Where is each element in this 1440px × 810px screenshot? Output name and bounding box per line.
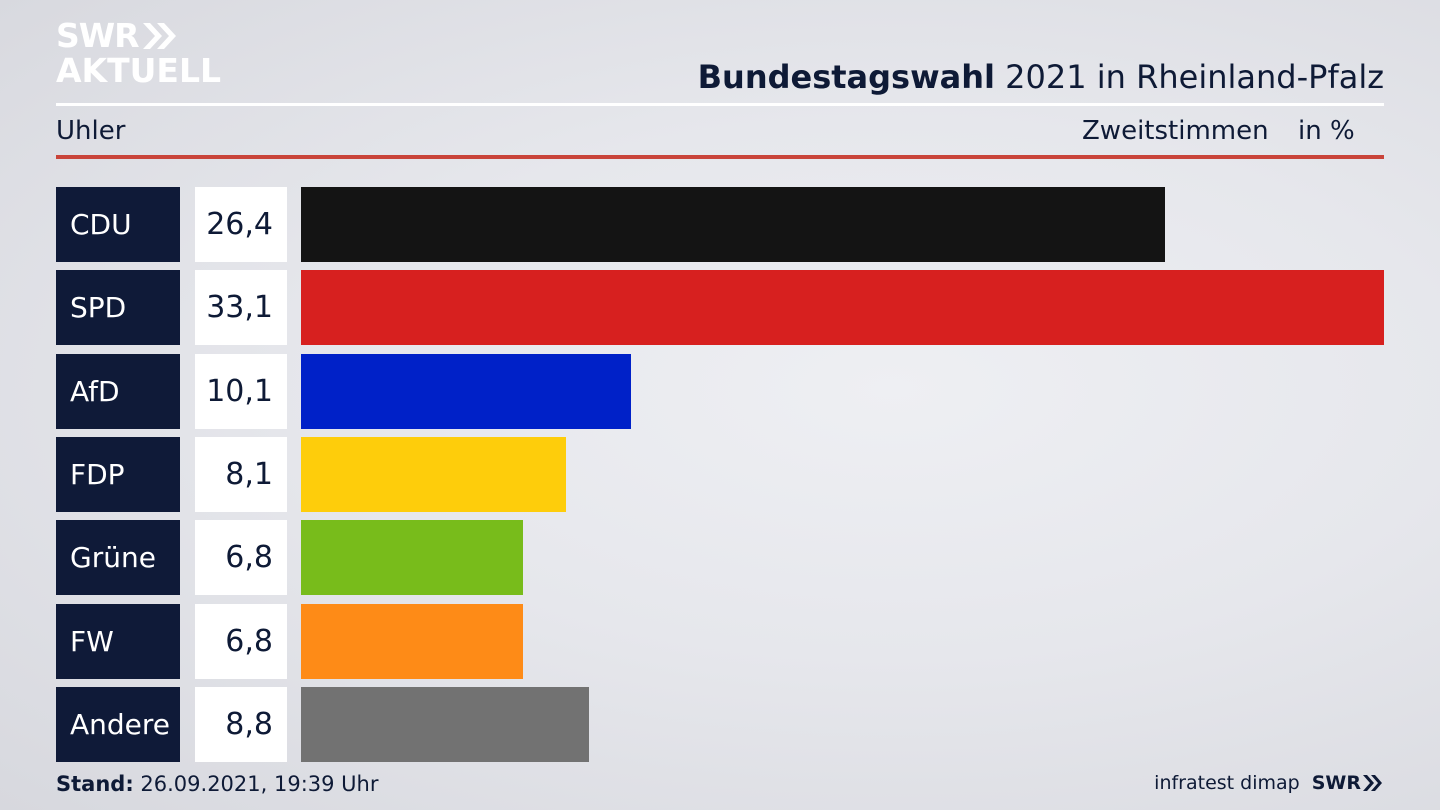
chart-title-rest: 2021 in Rheinland-Pfalz (995, 58, 1384, 96)
bar (301, 354, 631, 429)
bar-row: SPD 33,1 (56, 270, 1384, 345)
bar (301, 270, 1384, 345)
bar-row: Andere 8,8 (56, 687, 1384, 762)
party-label: SPD (56, 270, 180, 345)
value-label: 8,8 (195, 687, 287, 762)
bar (301, 604, 523, 679)
swr-aktuell-logo: SWR AKTUELL (56, 15, 222, 90)
bar-row: FDP 8,1 (56, 437, 1384, 512)
measure-label: Zweitstimmen (1082, 116, 1269, 146)
party-label: FW (56, 604, 180, 679)
chart-title-bold: Bundestagswahl (697, 58, 995, 96)
party-label: FDP (56, 437, 180, 512)
chevron-double-right-icon (1363, 775, 1382, 791)
value-label: 6,8 (195, 520, 287, 595)
chart-subtitle: Uhler (56, 116, 126, 146)
party-label: CDU (56, 187, 180, 262)
bar (301, 687, 589, 762)
bar-row: FW 6,8 (56, 604, 1384, 679)
subheader-divider (56, 155, 1384, 159)
logo-aktuell-text: AKTUELL (56, 51, 222, 90)
unit-label: in % (1298, 116, 1355, 146)
value-label: 6,8 (195, 604, 287, 679)
swr-logo-small-text: SWR (1311, 772, 1361, 794)
bar-row: AfD 10,1 (56, 354, 1384, 429)
header-divider (56, 103, 1384, 106)
value-label: 33,1 (195, 270, 287, 345)
value-label: 8,1 (195, 437, 287, 512)
party-label: Grüne (56, 520, 180, 595)
bar (301, 520, 523, 595)
chart-title: Bundestagswahl 2021 in Rheinland-Pfalz (698, 58, 1384, 96)
bar (301, 187, 1165, 262)
footer-credits: infratest dimap SWR (1154, 772, 1384, 794)
value-label: 26,4 (195, 187, 287, 262)
bar (301, 437, 566, 512)
timestamp-label: Stand: (56, 772, 134, 796)
party-label: AfD (56, 354, 180, 429)
timestamp-value: 26.09.2021, 19:39 Uhr (133, 772, 379, 796)
timestamp: Stand: 26.09.2021, 19:39 Uhr (56, 772, 379, 796)
value-label: 10,1 (195, 354, 287, 429)
bar-row: Grüne 6,8 (56, 520, 1384, 595)
swr-logo-small: SWR (1312, 772, 1384, 794)
data-source: infratest dimap (1154, 772, 1300, 794)
party-label: Andere (56, 687, 180, 762)
logo-swr-text: SWR (56, 15, 140, 55)
bar-row: CDU 26,4 (56, 187, 1384, 262)
chevron-double-right-icon (142, 23, 176, 49)
